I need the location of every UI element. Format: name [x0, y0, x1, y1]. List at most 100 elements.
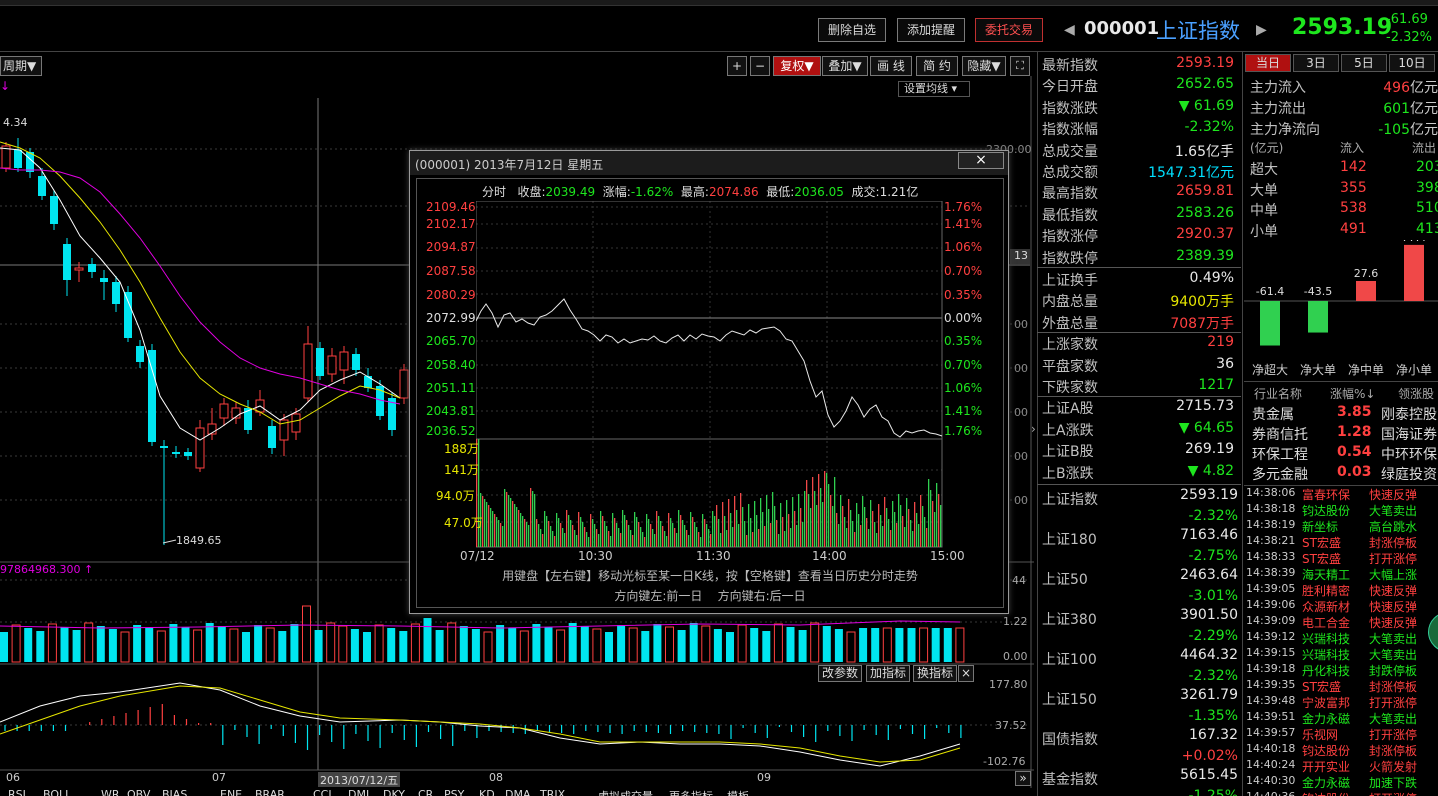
info-volume-value: 1.21亿 — [879, 185, 919, 199]
alert-row[interactable]: 14:38:18 钧达股份 大笔卖出 — [1244, 502, 1438, 518]
alert-row[interactable]: 14:39:05 胜利精密 快速反弹 — [1244, 582, 1438, 598]
intraday-volume-bar — [622, 510, 624, 547]
zoom-in-button[interactable]: + — [727, 56, 747, 76]
alert-row[interactable]: 14:39:57 乐视网 打开涨停 — [1244, 726, 1438, 742]
sector-leader[interactable]: 中环环保 — [1381, 447, 1437, 463]
indicator-tab[interactable]: DKY — [383, 788, 406, 796]
indicator-tab[interactable]: BRAR — [255, 788, 285, 796]
alert-row[interactable]: 14:39:15 兴瑞科技 大笔卖出 — [1244, 646, 1438, 662]
trade-button[interactable]: 委托交易 — [975, 18, 1043, 42]
indicator-tab[interactable]: BOLL — [43, 788, 72, 796]
sector-leader[interactable]: 刚泰控股 — [1381, 407, 1437, 423]
macd-bars — [4, 704, 962, 750]
alert-row[interactable]: 14:39:48 宁波富邦 打开涨停 — [1244, 694, 1438, 710]
sector-name[interactable]: 券商信托 — [1252, 427, 1308, 443]
add-alert-button[interactable]: 添加提醒 — [897, 18, 965, 42]
indicator-tab[interactable]: BIAS — [162, 788, 188, 796]
overlay-button[interactable]: 叠加▼ — [822, 56, 868, 76]
sector-head[interactable]: 涨幅%↓ — [1330, 387, 1376, 401]
indicator-tab[interactable]: CCI — [313, 788, 332, 796]
alert-row[interactable]: 14:39:06 众源新材 快速反弹 — [1244, 598, 1438, 614]
alert-row[interactable]: 14:40:30 金力永磁 加速下跌 — [1244, 774, 1438, 790]
next-stock-icon[interactable]: ▶ — [1256, 22, 1267, 38]
indicator-tab[interactable]: KD — [479, 788, 495, 796]
restore-button[interactable]: 复权▼ — [773, 56, 821, 76]
right-drag-handle[interactable]: › — [1031, 422, 1036, 436]
indicator-tab[interactable]: DMI — [348, 788, 370, 796]
quote-label: 平盘家数 — [1042, 358, 1098, 375]
intraday-volume-bar — [816, 505, 818, 547]
indicator-tab[interactable]: CR — [418, 788, 434, 796]
alert-row[interactable]: 14:39:35 ST宏盛 封涨停板 — [1244, 678, 1438, 694]
alert-row[interactable]: 14:39:18 丹化科技 封跌停板 — [1244, 662, 1438, 678]
index-name[interactable]: 上证指数 — [1042, 492, 1098, 508]
sector-leader[interactable]: 绿庭投资 — [1381, 467, 1437, 483]
alert-row[interactable]: 14:40:18 钧达股份 封涨停板 — [1244, 742, 1438, 758]
intraday-volume-bar — [916, 513, 918, 547]
alert-row[interactable]: 14:38:19 新坐标 高台跳水 — [1244, 518, 1438, 534]
scroll-right-button[interactable]: » — [1015, 771, 1031, 786]
delete-favorite-button[interactable]: 删除自选 — [818, 18, 886, 42]
indicator-tab[interactable]: TRIX — [540, 788, 566, 796]
ma-setting-dropdown[interactable]: 设置均线 ▾ — [898, 81, 970, 97]
indicator-tab[interactable]: RSI — [8, 788, 26, 796]
indicator-tab[interactable]: DMA — [505, 788, 531, 796]
sector-head[interactable]: 领涨股 — [1398, 387, 1435, 401]
alert-row[interactable]: 14:38:33 ST宏盛 打开涨停 — [1244, 550, 1438, 566]
fund-tab[interactable]: 10日 — [1389, 54, 1435, 72]
index-name[interactable]: 上证100 — [1042, 652, 1097, 668]
indicator-tab[interactable]: 模板 — [727, 788, 749, 796]
index-name[interactable]: 国债指数 — [1042, 732, 1098, 748]
hide-button[interactable]: 隐藏▼ — [962, 56, 1006, 76]
alert-row[interactable]: 14:39:51 金力永磁 大笔卖出 — [1244, 710, 1438, 726]
volume-bar — [496, 625, 505, 662]
alert-row[interactable]: 14:40:24 开开实业 火箭发射 — [1244, 758, 1438, 774]
index-name[interactable]: 上证150 — [1042, 692, 1097, 708]
intraday-volume-bar — [856, 503, 858, 547]
popup-close-button[interactable]: × — [958, 152, 1004, 169]
indicator-tab[interactable]: PSY — [444, 788, 465, 796]
switch-indicator-button[interactable]: 换指标 — [913, 665, 957, 682]
index-name[interactable]: 基金指数 — [1042, 772, 1098, 788]
indicator-tab[interactable]: 更多指标 — [669, 788, 713, 796]
prev-stock-icon[interactable]: ◀ — [1064, 22, 1075, 38]
alert-row[interactable]: 14:40:36 钧达股份 打开涨停 — [1244, 790, 1438, 796]
intraday-volume-bar — [508, 495, 510, 547]
alert-row[interactable]: 14:39:12 兴瑞科技 大笔卖出 — [1244, 630, 1438, 646]
add-indicator-button[interactable]: 加指标 — [866, 665, 910, 682]
quote-value: 9400万手 — [1170, 294, 1234, 311]
zoom-out-button[interactable]: − — [750, 56, 770, 76]
fund-tab[interactable]: 3日 — [1293, 54, 1339, 72]
sector-leader[interactable]: 国海证券 — [1381, 427, 1437, 443]
change-param-button[interactable]: 改参数 — [818, 665, 862, 682]
close-indicator-icon[interactable]: × — [958, 665, 974, 682]
fund-label: 主力流入 — [1250, 80, 1306, 96]
sector-name[interactable]: 多元金融 — [1252, 467, 1308, 483]
index-name[interactable]: 上证50 — [1042, 572, 1088, 588]
indicator-tab[interactable]: ENE — [220, 788, 243, 796]
candle-body — [74, 267, 84, 271]
index-name[interactable]: 上证180 — [1042, 532, 1097, 548]
sector-head[interactable]: 行业名称 — [1254, 387, 1303, 401]
fund-tab[interactable]: 当日 — [1245, 54, 1291, 72]
period-dropdown[interactable]: 周期▼ — [0, 56, 42, 76]
sector-name[interactable]: 环保工程 — [1252, 447, 1308, 463]
alert-row[interactable]: 14:38:39 海天精工 大幅上涨 — [1244, 566, 1438, 582]
alert-row[interactable]: 14:38:21 ST宏盛 封涨停板 — [1244, 534, 1438, 550]
index-name[interactable]: 上证380 — [1042, 612, 1097, 628]
fullscreen-icon[interactable]: ⛶ — [1010, 56, 1030, 76]
intraday-volume-bar — [884, 497, 886, 547]
indicator-tab[interactable]: 虚拟成交量 — [598, 788, 653, 796]
alert-row[interactable]: 14:38:06 富春环保 快速反弹 — [1244, 486, 1438, 502]
popup-titlebar[interactable] — [410, 151, 1008, 175]
alert-row[interactable]: 14:39:09 电工合金 快速反弹 — [1244, 614, 1438, 630]
intraday-popup[interactable]: (000001) 2013年7月12日 星期五 × 分时 收盘:2039.49 … — [409, 150, 1009, 614]
draw-line-button[interactable]: 画 线 — [870, 56, 912, 76]
fund-tab[interactable]: 5日 — [1341, 54, 1387, 72]
indicator-tab[interactable]: WR — [101, 788, 120, 796]
brief-button[interactable]: 简 约 — [916, 56, 958, 76]
intraday-volume-bar — [768, 509, 770, 547]
intraday-volume-bar — [688, 535, 690, 547]
indicator-tab[interactable]: OBV — [127, 788, 151, 796]
sector-name[interactable]: 贵金属 — [1252, 407, 1294, 423]
